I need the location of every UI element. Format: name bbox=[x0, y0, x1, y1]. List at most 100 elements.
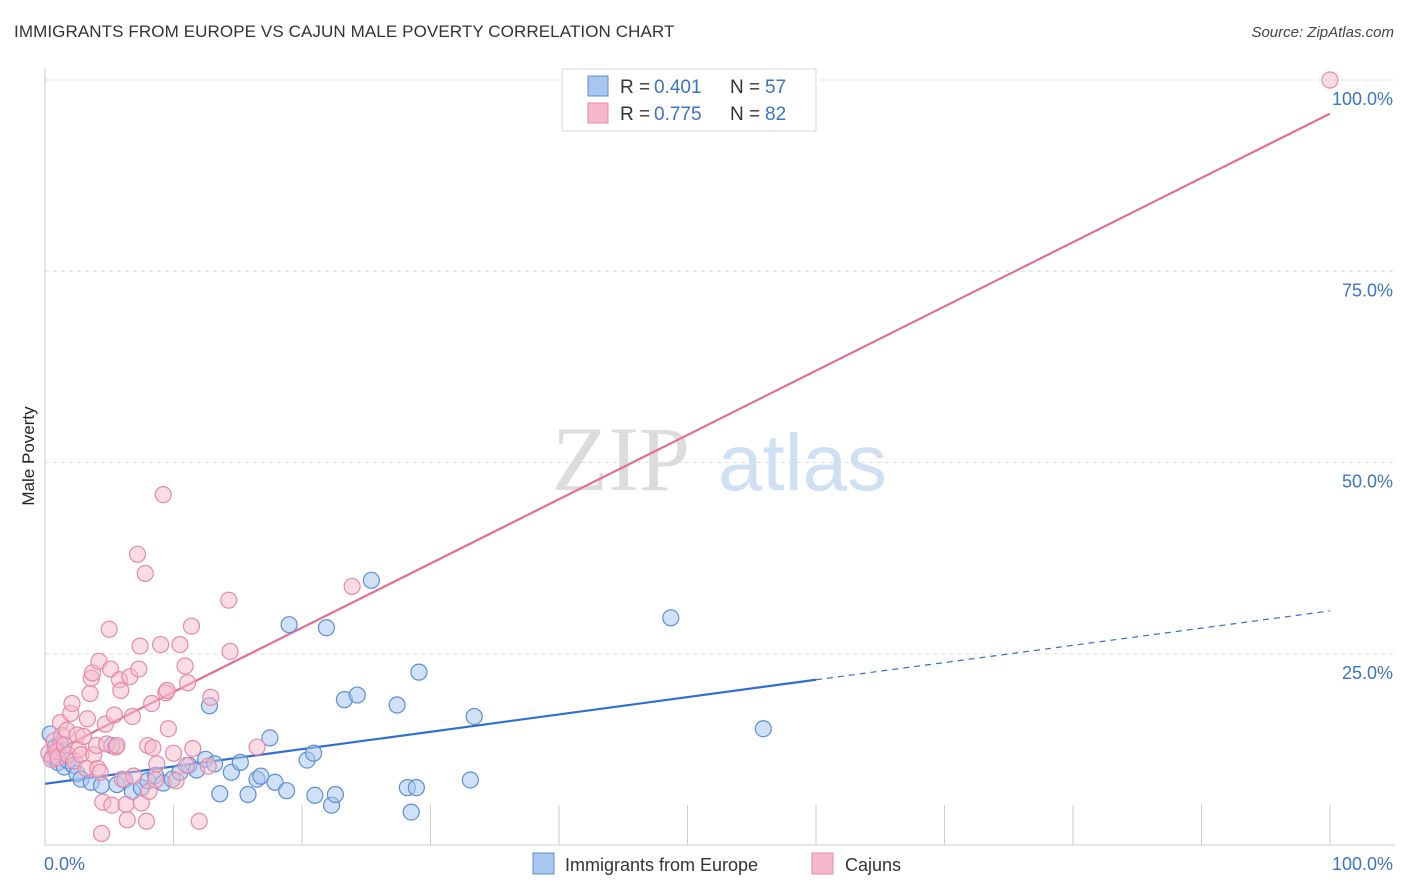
point-cajuns-36 bbox=[108, 736, 126, 755]
series-cajuns bbox=[40, 71, 1339, 843]
legend-r-value-1: 0.401 bbox=[654, 77, 702, 98]
point-immigrants-from-europe-49 bbox=[407, 779, 425, 797]
point-immigrants-from-europe-48 bbox=[402, 803, 420, 821]
legend-swatch-pink bbox=[587, 102, 609, 124]
point-immigrants-from-europe-39 bbox=[306, 786, 324, 804]
bottom-legend-label-blue: Immigrants from Europe bbox=[565, 855, 758, 875]
point-cajuns-58 bbox=[154, 486, 172, 504]
axes bbox=[44, 68, 1395, 846]
point-cajuns-49 bbox=[136, 564, 154, 583]
legend-r-value-2: 0.775 bbox=[654, 104, 702, 125]
point-cajuns-50 bbox=[137, 812, 156, 830]
bottom-legend-swatch-pink bbox=[811, 852, 834, 875]
point-cajuns-47 bbox=[131, 637, 149, 655]
chart-title: IMMIGRANTS FROM EUROPE VS CAJUN MALE POV… bbox=[14, 22, 675, 41]
bottom-legend-label-pink: Cajuns bbox=[845, 855, 901, 875]
point-immigrants-from-europe-34 bbox=[266, 773, 284, 791]
point-cajuns-16 bbox=[74, 727, 93, 745]
point-cajuns-18 bbox=[78, 710, 97, 728]
chart-source: Source: ZipAtlas.com bbox=[1251, 24, 1394, 41]
point-immigrants-from-europe-27 bbox=[211, 785, 229, 803]
point-cajuns-66 bbox=[177, 756, 195, 775]
trend-lines bbox=[44, 112, 1331, 785]
point-cajuns-40 bbox=[117, 795, 135, 814]
bottom-legend: Immigrants from Europe Cajuns bbox=[532, 852, 901, 875]
point-immigrants-from-europe-29 bbox=[231, 753, 249, 771]
legend-n-label-1: N = bbox=[730, 77, 760, 98]
point-immigrants-from-europe-38 bbox=[304, 744, 323, 762]
x-tick-label-0: 0.0% bbox=[44, 854, 85, 874]
y-tick-label-3: 100.0% bbox=[1332, 89, 1393, 109]
y-axis-label: Male Poverty bbox=[19, 406, 38, 506]
point-cajuns-46 bbox=[130, 660, 148, 678]
point-cajuns-38 bbox=[112, 681, 130, 700]
point-cajuns-70 bbox=[190, 812, 208, 830]
watermark-zip: ZIP bbox=[552, 408, 690, 510]
point-immigrants-from-europe-35 bbox=[277, 782, 296, 800]
point-cajuns-61 bbox=[159, 720, 177, 738]
point-cajuns-11 bbox=[63, 694, 81, 713]
legend-n-value-1: 57 bbox=[765, 77, 786, 98]
watermark-atlas: atlas bbox=[718, 418, 887, 507]
trend-line-immigrants-from-europe-extension bbox=[815, 610, 1331, 681]
y-tick-label-0: 25.0% bbox=[1342, 663, 1393, 683]
point-cajuns-71 bbox=[199, 757, 217, 775]
y-tick-labels: 25.0% 50.0% 75.0% 100.0% bbox=[1332, 89, 1393, 683]
point-cajuns-44 bbox=[125, 767, 143, 785]
point-immigrants-from-europe-33 bbox=[261, 729, 279, 747]
trend-line-cajuns bbox=[44, 112, 1331, 758]
point-cajuns-76 bbox=[343, 577, 361, 596]
point-cajuns-65 bbox=[176, 657, 194, 675]
point-immigrants-from-europe-45 bbox=[362, 571, 380, 589]
point-cajuns-68 bbox=[182, 617, 201, 635]
point-immigrants-from-europe-50 bbox=[410, 663, 428, 681]
point-immigrants-from-europe-54 bbox=[754, 720, 772, 738]
point-cajuns-43 bbox=[123, 707, 141, 726]
point-cajuns-74 bbox=[221, 642, 239, 661]
point-cajuns-67 bbox=[179, 674, 197, 692]
legend-swatch-blue bbox=[587, 75, 609, 97]
point-immigrants-from-europe-52 bbox=[465, 707, 483, 726]
point-immigrants-from-europe-46 bbox=[388, 696, 406, 714]
point-cajuns-56 bbox=[148, 755, 166, 773]
trend-line-immigrants-from-europe bbox=[44, 678, 817, 785]
point-immigrants-from-europe-42 bbox=[326, 785, 345, 804]
legend-r-label-1: R = bbox=[620, 77, 650, 98]
point-cajuns-45 bbox=[128, 545, 147, 563]
point-immigrants-from-europe-30 bbox=[239, 785, 257, 804]
point-immigrants-from-europe-32 bbox=[252, 767, 270, 785]
top-legend: R = 0.401 N = 57 R = 0.775 N = 82 bbox=[561, 68, 817, 132]
point-cajuns-77 bbox=[1321, 71, 1339, 89]
point-cajuns-72 bbox=[202, 688, 220, 706]
point-cajuns-41 bbox=[118, 811, 136, 829]
point-cajuns-73 bbox=[220, 591, 238, 609]
point-cajuns-57 bbox=[152, 635, 170, 654]
legend-r-label-2: R = bbox=[620, 104, 650, 125]
point-cajuns-34 bbox=[105, 706, 123, 724]
point-cajuns-75 bbox=[248, 738, 266, 756]
point-cajuns-62 bbox=[164, 744, 183, 762]
gridlines bbox=[45, 79, 1395, 655]
point-immigrants-from-europe-51 bbox=[461, 771, 479, 789]
point-cajuns-63 bbox=[167, 772, 185, 790]
legend-n-label-2: N = bbox=[730, 104, 760, 125]
point-cajuns-69 bbox=[184, 740, 202, 758]
legend-n-value-2: 82 bbox=[765, 104, 786, 125]
point-immigrants-from-europe-44 bbox=[348, 686, 366, 704]
point-immigrants-from-europe-53 bbox=[662, 609, 680, 627]
point-cajuns-31 bbox=[100, 620, 118, 638]
point-cajuns-60 bbox=[158, 681, 176, 700]
bottom-legend-swatch-blue bbox=[532, 852, 555, 875]
x-tick-labels: 0.0% 100.0% bbox=[44, 854, 1393, 874]
point-cajuns-19 bbox=[81, 684, 99, 703]
y-tick-label-2: 75.0% bbox=[1342, 280, 1393, 300]
point-immigrants-from-europe-36 bbox=[280, 616, 298, 634]
point-cajuns-26 bbox=[91, 763, 109, 781]
point-cajuns-64 bbox=[171, 635, 189, 654]
y-tick-label-1: 50.0% bbox=[1342, 472, 1393, 492]
point-immigrants-from-europe-40 bbox=[317, 619, 336, 637]
point-cajuns-55 bbox=[146, 771, 165, 789]
x-tick-label-1: 100.0% bbox=[1332, 854, 1393, 874]
point-cajuns-27 bbox=[92, 824, 111, 843]
